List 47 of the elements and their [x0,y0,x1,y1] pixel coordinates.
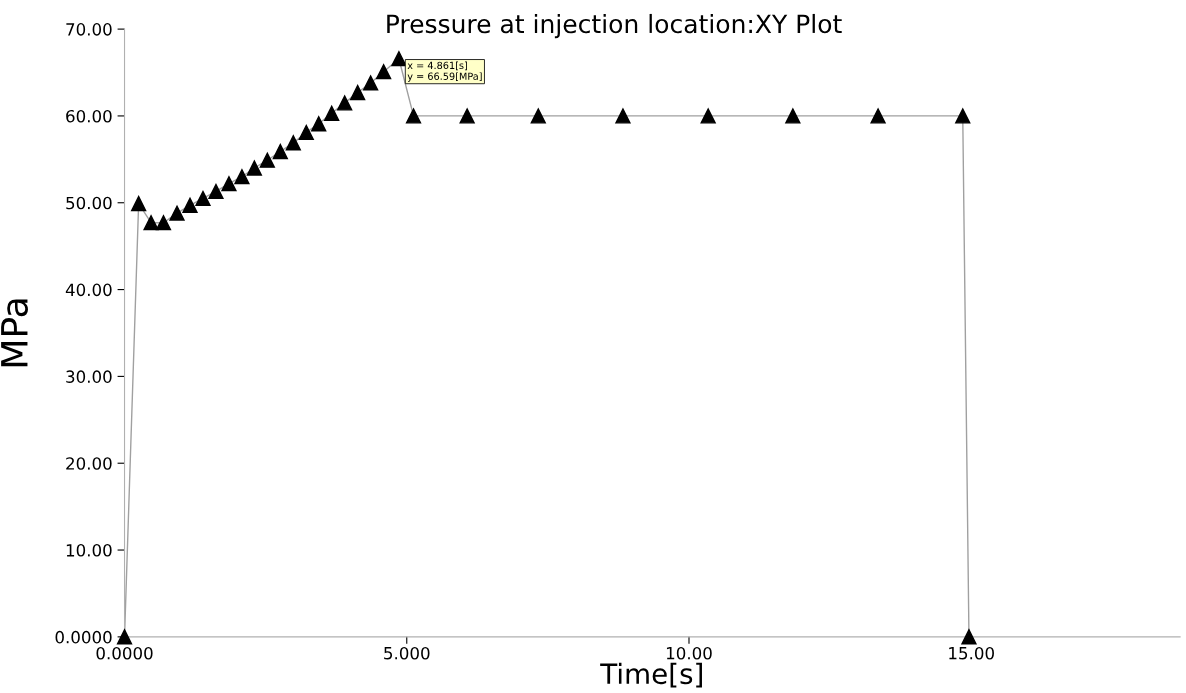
point [143,215,159,231]
point [324,105,340,121]
y-tick-label: 0.0000 [55,630,112,644]
point [375,64,392,80]
point [350,84,366,101]
point [337,95,353,111]
annotation: x = 4.861[s] y = 66.59[MPa] [407,61,482,82]
point [391,51,407,67]
point [785,108,801,124]
y-tick-label: 20.00 [66,457,112,470]
point [298,124,314,141]
x-tick-label: 10.00 [666,646,712,660]
y-tick-label: 50.00 [66,196,112,210]
point [405,108,422,124]
point [169,205,185,221]
point [459,108,475,124]
point [182,197,198,213]
point [131,195,147,212]
y-tick-label: 40.00 [65,283,112,297]
x-tick-label: 0.0000 [96,646,153,660]
point [272,143,288,160]
x-axis-title: Time[s] [600,662,702,688]
point [870,108,886,124]
point [221,176,237,192]
x-tick-label: 5.000 [384,646,430,660]
point [259,152,275,168]
point [234,169,250,185]
y-tick-label: 10.00 [66,544,112,557]
point [246,160,262,176]
y-tick-label: 70.00 [66,23,112,36]
point [961,629,977,645]
point [155,215,172,231]
point [700,108,716,124]
y-axis-title: MPa [1,299,28,367]
y-tick-label: 30.00 [66,370,112,383]
y-tick-label: 60.00 [66,109,112,123]
point [530,108,546,124]
point [955,108,971,124]
point [285,135,301,151]
point [615,108,631,124]
point [362,75,379,91]
point [208,183,224,200]
point [311,116,327,132]
x-tick-label: 15.00 [949,646,994,660]
point [116,629,133,645]
chart-title: Pressure at injection location:XY Plot [387,13,842,39]
point [195,190,211,207]
